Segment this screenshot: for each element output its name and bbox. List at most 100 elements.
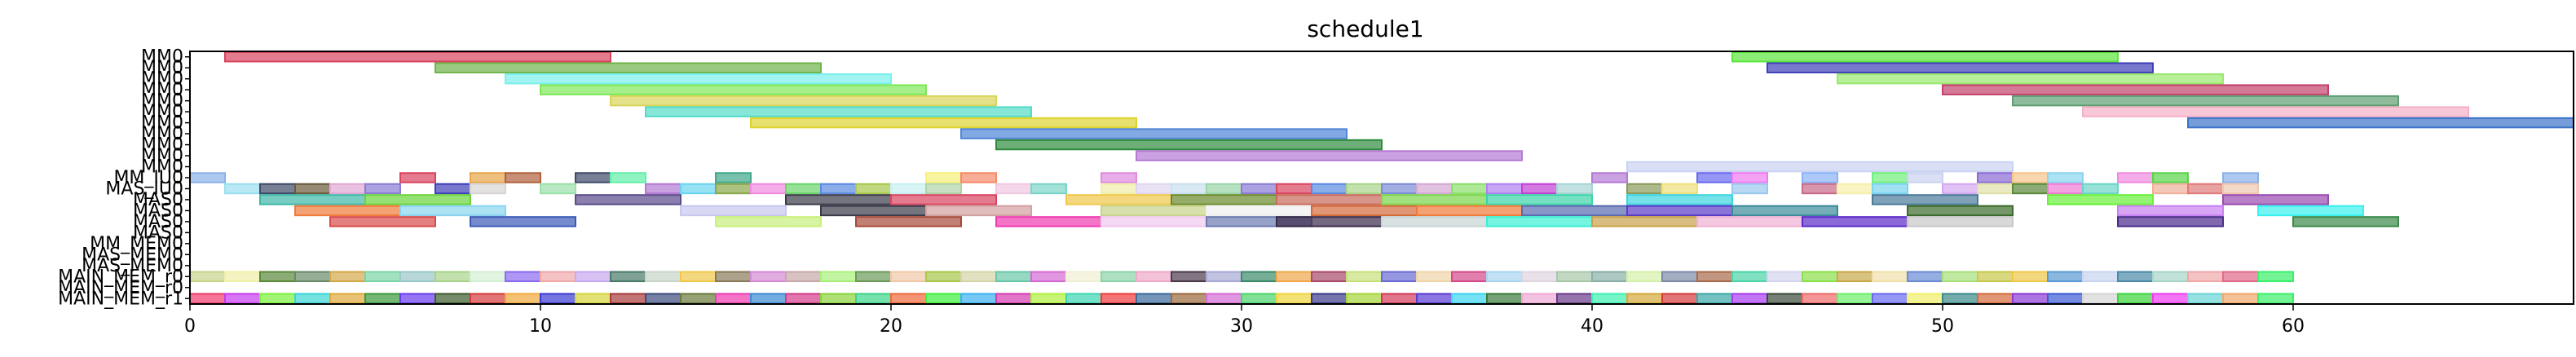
task-bar bbox=[2117, 172, 2154, 183]
task-bar bbox=[1731, 51, 2119, 63]
task-bar bbox=[2012, 183, 2049, 195]
task-bar bbox=[329, 216, 436, 227]
task-bar bbox=[2222, 194, 2329, 205]
task-bar bbox=[1171, 271, 1207, 283]
task-bar bbox=[1837, 73, 2224, 85]
task-bar bbox=[2012, 271, 2049, 283]
task-bar bbox=[750, 293, 787, 304]
task-bar bbox=[1486, 216, 1593, 227]
y-tick-label: MAS_MEM0 bbox=[82, 256, 183, 276]
task-bar bbox=[890, 271, 927, 283]
task-bar bbox=[1802, 271, 1838, 283]
task-bar bbox=[470, 172, 506, 183]
task-bar bbox=[1872, 293, 1908, 304]
task-bar bbox=[2117, 205, 2224, 217]
task-bar bbox=[1837, 271, 1873, 283]
task-bar bbox=[1171, 293, 1207, 304]
task-bar bbox=[1661, 271, 1698, 283]
y-tick-label: MM0 bbox=[141, 102, 183, 122]
task-bar bbox=[1907, 205, 2014, 217]
task-bar bbox=[680, 293, 717, 304]
task-bar bbox=[1241, 271, 1277, 283]
y-tick-label: MAS0 bbox=[133, 190, 183, 210]
task-bar bbox=[1276, 293, 1312, 304]
task-bar bbox=[1065, 293, 1102, 304]
task-bar bbox=[399, 172, 436, 183]
task-bar bbox=[1311, 271, 1348, 283]
task-bar bbox=[1521, 183, 1558, 195]
task-bar bbox=[470, 183, 506, 195]
y-tick-label: MM0 bbox=[141, 124, 183, 144]
task-bar bbox=[189, 271, 226, 283]
task-bar bbox=[610, 293, 646, 304]
task-bar bbox=[329, 183, 366, 195]
task-bar bbox=[1872, 271, 1908, 283]
task-bar bbox=[1907, 172, 1943, 183]
task-bar bbox=[1696, 271, 1733, 283]
task-bar bbox=[1872, 194, 1978, 205]
task-bar bbox=[540, 271, 576, 283]
task-bar bbox=[259, 194, 366, 205]
task-bar bbox=[645, 271, 681, 283]
task-bar bbox=[1276, 271, 1312, 283]
task-bar bbox=[1802, 183, 1838, 195]
task-bar bbox=[2222, 271, 2259, 283]
task-bar bbox=[434, 183, 471, 195]
task-bar bbox=[1451, 293, 1488, 304]
task-bar bbox=[189, 293, 226, 304]
task-bar bbox=[995, 271, 1032, 283]
task-bar bbox=[1942, 84, 2329, 95]
task-bar bbox=[1206, 271, 1242, 283]
task-bar bbox=[1381, 194, 1488, 205]
task-bar bbox=[399, 293, 436, 304]
task-bar bbox=[715, 293, 752, 304]
task-bar bbox=[995, 183, 1032, 195]
task-bar bbox=[364, 293, 401, 304]
task-bar bbox=[2257, 271, 2294, 283]
task-bar bbox=[890, 183, 927, 195]
task-bar bbox=[610, 95, 997, 107]
x-tick-label: 30 bbox=[1230, 316, 1253, 337]
task-bar bbox=[364, 183, 401, 195]
task-bar bbox=[1030, 271, 1067, 283]
task-bar bbox=[855, 183, 892, 195]
task-bar bbox=[1486, 194, 1593, 205]
task-bar bbox=[1626, 183, 1663, 195]
task-bar bbox=[1626, 194, 1733, 205]
task-bar bbox=[1591, 172, 1628, 183]
task-bar bbox=[1101, 172, 1137, 183]
task-bar bbox=[259, 271, 296, 283]
task-bar bbox=[2257, 293, 2294, 304]
task-bar bbox=[224, 51, 611, 63]
task-bar bbox=[2222, 293, 2259, 304]
task-bar bbox=[399, 271, 436, 283]
task-bar bbox=[1206, 293, 1242, 304]
task-bar bbox=[715, 216, 822, 227]
task-bar bbox=[680, 183, 717, 195]
task-bar bbox=[750, 183, 787, 195]
task-bar bbox=[470, 216, 576, 227]
task-bar bbox=[2082, 106, 2469, 117]
task-bar bbox=[1101, 293, 1137, 304]
task-bar bbox=[1556, 183, 1593, 195]
task-bar bbox=[2012, 172, 2049, 183]
task-bar bbox=[434, 271, 471, 283]
task-bar bbox=[890, 293, 927, 304]
task-bar bbox=[820, 293, 857, 304]
task-bar bbox=[1977, 172, 2014, 183]
task-bar bbox=[2187, 117, 2574, 129]
task-bar bbox=[575, 293, 611, 304]
task-bar bbox=[925, 293, 962, 304]
task-bar bbox=[1136, 150, 1523, 161]
task-bar bbox=[575, 271, 611, 283]
task-bar bbox=[434, 293, 471, 304]
task-bar bbox=[645, 183, 681, 195]
task-bar bbox=[1837, 183, 1873, 195]
task-bar bbox=[2152, 271, 2189, 283]
task-bar bbox=[1942, 183, 1978, 195]
task-bar bbox=[750, 117, 1137, 129]
task-bar bbox=[1872, 172, 1908, 183]
task-bar bbox=[1030, 293, 1067, 304]
task-bar bbox=[2117, 271, 2154, 283]
task-bar bbox=[1767, 293, 1803, 304]
